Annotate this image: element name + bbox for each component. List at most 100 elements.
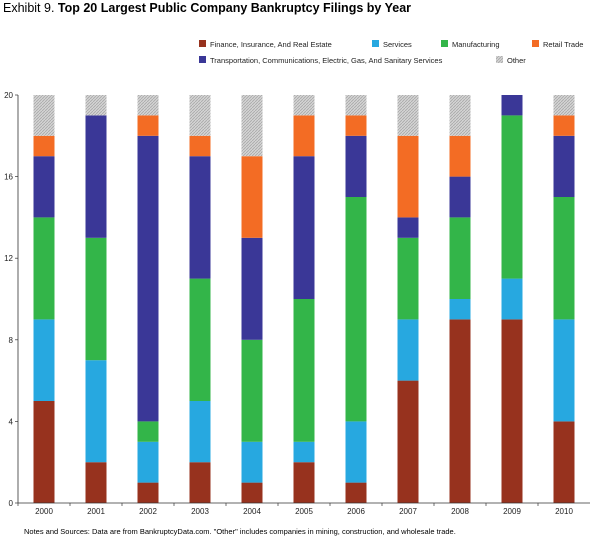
bar-2007-other	[397, 95, 419, 136]
legend-swatch-services	[372, 40, 379, 47]
x-tick-label-2008: 2008	[451, 507, 469, 516]
bar-2006-services	[345, 421, 367, 483]
bar-2003-other	[189, 95, 211, 136]
bar-2004-transportation-communications-electric-gas-and-sanitary-services	[241, 237, 263, 340]
legend-label-services: Services	[383, 40, 412, 49]
bar-2010-finance-insurance-and-real-estate	[553, 421, 575, 503]
bar-2004-other	[241, 95, 263, 157]
bar-2010-retail-trade	[553, 115, 575, 136]
bar-2001-services	[85, 360, 107, 463]
y-tick-label-0: 0	[9, 499, 14, 508]
bar-2003-services	[189, 401, 211, 463]
legend-swatch-retail-trade	[532, 40, 539, 47]
bar-2005-manufacturing	[293, 299, 315, 442]
bar-2003-finance-insurance-and-real-estate	[189, 462, 211, 503]
bar-2004-services	[241, 441, 263, 483]
bar-2005-other	[293, 95, 315, 116]
legend-label-finance-insurance-and-real-estate: Finance, Insurance, And Real Estate	[210, 40, 332, 49]
bar-2007-manufacturing	[397, 237, 419, 320]
x-tick-label-2001: 2001	[87, 507, 105, 516]
bar-2003-retail-trade	[189, 135, 211, 157]
bars-group: 2000 2001 2002 2003 2004 2005 2006 2007 2008 2009…	[17, 95, 575, 516]
bar-2001-transportation-communications-electric-gas-and-sanitary-services	[85, 115, 107, 238]
bar-2009-manufacturing	[501, 115, 523, 279]
x-tick-label-2007: 2007	[399, 507, 417, 516]
x-tick-label-2006: 2006	[347, 507, 365, 516]
bar-2005-retail-trade	[293, 115, 315, 157]
bar-2008-manufacturing	[449, 217, 471, 299]
bar-2009-services	[501, 278, 523, 320]
legend: Finance, Insurance, And Real Estate Servi…	[199, 40, 583, 65]
bar-2006-retail-trade	[345, 115, 367, 136]
bar-2004-retail-trade	[241, 156, 263, 238]
bar-2005-finance-insurance-and-real-estate	[293, 462, 315, 503]
x-tick-label-2004: 2004	[243, 507, 261, 516]
chart-title-text: Top 20 Largest Public Company Bankruptcy…	[57, 1, 412, 15]
bar-2004-manufacturing	[241, 339, 263, 442]
bar-2008-services	[449, 299, 471, 320]
legend-label-transportation-communications-electric-gas-and-sanitary-services: Transportation, Communications, Electric…	[210, 56, 443, 65]
x-tick-label-2009: 2009	[503, 507, 521, 516]
bar-2001-finance-insurance-and-real-estate	[85, 462, 107, 503]
y-tick-label-4: 4	[9, 417, 14, 426]
bar-2005-transportation-communications-electric-gas-and-sanitary-services	[293, 156, 315, 299]
exhibit-label: Exhibit 9.	[3, 1, 55, 15]
bar-2008-retail-trade	[449, 135, 471, 177]
bar-2007-transportation-communications-electric-gas-and-sanitary-services	[397, 217, 419, 238]
bar-2008-finance-insurance-and-real-estate	[449, 319, 471, 503]
bar-2000-transportation-communications-electric-gas-and-sanitary-services	[33, 156, 55, 218]
legend-swatch-other	[496, 56, 503, 63]
bar-2004-finance-insurance-and-real-estate	[241, 482, 263, 503]
bar-2002-services	[137, 441, 159, 483]
bar-2002-transportation-communications-electric-gas-and-sanitary-services	[137, 135, 159, 422]
bar-2000-services	[33, 319, 55, 401]
bar-2006-manufacturing	[345, 197, 367, 422]
bar-2003-transportation-communications-electric-gas-and-sanitary-services	[189, 156, 211, 279]
x-tick-label-2005: 2005	[295, 507, 313, 516]
bar-2008-other	[449, 95, 471, 136]
bar-2005-services	[293, 441, 315, 463]
notes-and-sources: Notes and Sources: Data are from Bankrup…	[24, 527, 456, 536]
bar-2010-services	[553, 319, 575, 422]
legend-swatch-finance-insurance-and-real-estate	[199, 40, 206, 47]
y-tick-label-8: 8	[9, 336, 14, 345]
bar-2003-manufacturing	[189, 278, 211, 401]
y-tick-label-16: 16	[4, 173, 13, 182]
y-tick-label-12: 12	[4, 254, 13, 263]
x-tick-label-2003: 2003	[191, 507, 209, 516]
bar-2000-other	[33, 95, 55, 136]
bar-2009-transportation-communications-electric-gas-and-sanitary-services	[501, 95, 523, 116]
chart-title: Exhibit 9. Top 20 Largest Public Company…	[3, 1, 411, 15]
bar-2002-finance-insurance-and-real-estate	[137, 482, 159, 503]
bar-2009-finance-insurance-and-real-estate	[501, 319, 523, 503]
bar-2007-retail-trade	[397, 135, 419, 218]
bar-2002-other	[137, 95, 159, 116]
bar-2001-manufacturing	[85, 237, 107, 361]
legend-label-manufacturing: Manufacturing	[452, 40, 500, 49]
bar-2006-other	[345, 95, 367, 116]
bar-2006-transportation-communications-electric-gas-and-sanitary-services	[345, 135, 367, 197]
bar-2002-manufacturing	[137, 421, 159, 442]
bar-2010-transportation-communications-electric-gas-and-sanitary-services	[553, 135, 575, 197]
bar-2002-retail-trade	[137, 115, 159, 136]
bar-2000-retail-trade	[33, 135, 55, 157]
legend-swatch-transportation-communications-electric-gas-and-sanitary-services	[199, 56, 206, 63]
bar-2007-services	[397, 319, 419, 381]
y-tick-label-20: 20	[4, 91, 13, 100]
bar-2000-finance-insurance-and-real-estate	[33, 401, 55, 503]
axes-group: 0 4 8 12 16 20	[4, 91, 590, 508]
legend-label-other: Other	[507, 56, 526, 65]
legend-swatch-manufacturing	[441, 40, 448, 47]
bar-2010-other	[553, 95, 575, 116]
bar-2006-finance-insurance-and-real-estate	[345, 482, 367, 503]
bar-2008-transportation-communications-electric-gas-and-sanitary-services	[449, 176, 471, 218]
bar-2001-other	[85, 95, 107, 116]
bar-2000-manufacturing	[33, 217, 55, 320]
legend-label-retail-trade: Retail Trade	[543, 40, 583, 49]
x-tick-label-2010: 2010	[555, 507, 573, 516]
bar-2007-finance-insurance-and-real-estate	[397, 380, 419, 503]
bar-2010-manufacturing	[553, 197, 575, 320]
x-tick-label-2000: 2000	[35, 507, 53, 516]
x-tick-label-2002: 2002	[139, 507, 157, 516]
